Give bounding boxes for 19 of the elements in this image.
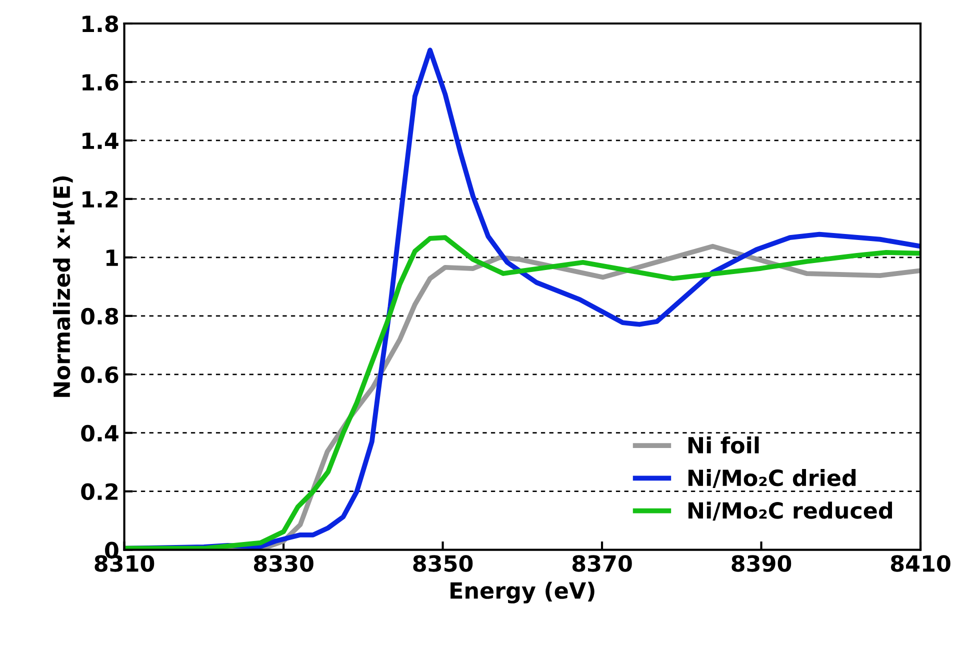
y-tick-label: 0.6 — [81, 366, 118, 384]
legend-label: Ni/Mo₂C dried — [688, 469, 856, 488]
y-tick-label: 0.2 — [81, 483, 118, 500]
y-tick-label: 1.4 — [82, 132, 118, 149]
x-tick-label: 8330 — [254, 555, 314, 572]
x-tick-label: 8410 — [890, 555, 950, 572]
legend-label: Ni/Mo₂C reduced — [688, 502, 892, 521]
x-tick-label: 8370 — [572, 555, 632, 572]
y-tick-label: 1 — [106, 250, 118, 266]
x-tick-label: 8390 — [732, 555, 792, 572]
y-tick-label: 1.6 — [82, 74, 118, 91]
y-tick-label: 0.8 — [81, 308, 118, 325]
y-tick-label: 1.2 — [82, 190, 118, 208]
y-axis-title: Normalized x·μ(E) — [52, 176, 75, 397]
x-tick-label: 8350 — [413, 555, 473, 572]
y-tick-label: 0.4 — [81, 424, 118, 442]
x-axis-title: Energy (eV) — [450, 582, 594, 604]
legend-label: Ni foil — [688, 436, 759, 454]
y-tick-label: 1.8 — [82, 15, 118, 32]
